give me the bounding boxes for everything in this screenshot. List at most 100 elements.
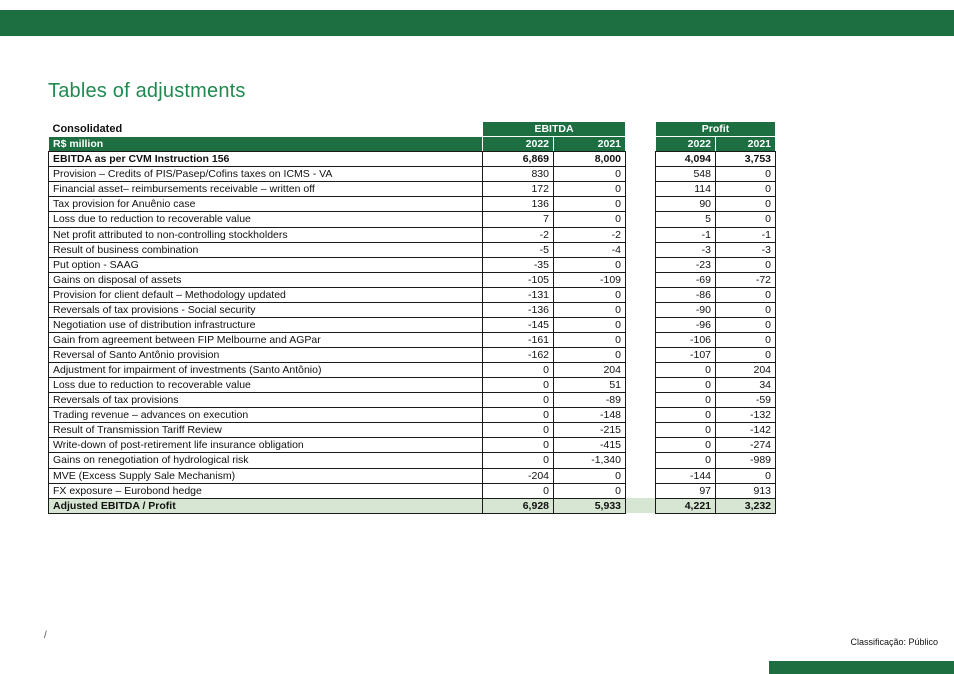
value-cell: 0 bbox=[714, 331, 777, 349]
row-label: EBITDA as per CVM Instruction 156 bbox=[48, 151, 483, 168]
table-row: Reversals of tax provisions 0 -89 0 -59 bbox=[48, 392, 777, 409]
value-cell: -204 bbox=[482, 467, 554, 484]
value-cell: 0 bbox=[553, 211, 626, 228]
value-cell: 0 bbox=[714, 316, 777, 333]
value-cell: -161 bbox=[482, 331, 554, 349]
row-label: Gains on disposal of assets bbox=[48, 271, 483, 288]
row-label: Reversals of tax provisions - Social sec… bbox=[48, 301, 483, 318]
value-cell: 0 bbox=[655, 422, 716, 439]
value-cell: 0 bbox=[482, 452, 554, 469]
profit-group-header: Profit bbox=[654, 120, 777, 138]
value-cell: -96 bbox=[655, 316, 716, 333]
column-gap bbox=[625, 407, 656, 423]
value-cell: 0 bbox=[553, 301, 626, 318]
table-row: MVE (Excess Supply Sale Mechanism) -204 0-… bbox=[48, 467, 777, 484]
footer-value-cell: 3,232 bbox=[714, 497, 777, 514]
value-cell: 0 bbox=[553, 331, 626, 349]
value-cell: 114 bbox=[655, 181, 716, 198]
value-cell: -215 bbox=[553, 422, 626, 439]
value-cell: 51 bbox=[553, 377, 626, 394]
value-cell: 0 bbox=[714, 196, 777, 213]
value-cell: -136 bbox=[482, 301, 554, 318]
value-cell: 0 bbox=[714, 467, 777, 484]
value-cell: -2 bbox=[553, 226, 626, 243]
footer-value-cell: 4,221 bbox=[655, 497, 716, 514]
column-gap bbox=[625, 452, 656, 469]
column-gap bbox=[625, 498, 656, 514]
value-cell: 0 bbox=[553, 166, 626, 183]
value-cell: 0 bbox=[482, 392, 554, 409]
value-cell: 0 bbox=[482, 377, 554, 394]
value-cell: -142 bbox=[714, 422, 777, 439]
footer-value-cell: 5,933 bbox=[553, 497, 626, 514]
value-cell: 8,000 bbox=[553, 151, 626, 168]
value-cell: 0 bbox=[714, 256, 777, 273]
value-cell: 0 bbox=[482, 437, 554, 454]
column-gap bbox=[625, 332, 656, 348]
value-cell: -1 bbox=[655, 226, 716, 243]
column-gap bbox=[625, 287, 656, 303]
value-cell: -23 bbox=[655, 256, 716, 273]
group-header-row: Consolidated EBITDA Profit bbox=[48, 120, 777, 138]
column-gap bbox=[625, 483, 656, 499]
row-label: Write-down of post-retirement life insur… bbox=[48, 437, 483, 454]
table-row: Result of Transmission Tariff Review 0 -21… bbox=[48, 422, 777, 439]
value-cell: -144 bbox=[655, 467, 716, 484]
value-cell: -107 bbox=[655, 347, 716, 364]
value-cell: 5 bbox=[655, 211, 716, 228]
table-row: Write-down of post-retirement life insur… bbox=[48, 437, 777, 454]
value-cell: -4 bbox=[553, 241, 626, 258]
row-label: MVE (Excess Supply Sale Mechanism) bbox=[48, 467, 483, 484]
column-gap bbox=[625, 136, 656, 152]
value-cell: 0 bbox=[553, 347, 626, 364]
row-label: Reversal of Santo Antônio provision bbox=[48, 347, 483, 364]
column-gap bbox=[625, 166, 656, 182]
value-cell: 136 bbox=[482, 196, 554, 213]
value-cell: 0 bbox=[714, 211, 777, 228]
top-bar bbox=[0, 10, 954, 36]
row-label: Tax provision for Anuênio case bbox=[48, 196, 483, 213]
value-cell: 0 bbox=[655, 377, 716, 394]
row-label: Financial asset– reimbursements receivab… bbox=[48, 181, 483, 198]
column-gap bbox=[625, 317, 656, 333]
row-label: Negotiation use of distribution infrastr… bbox=[48, 316, 483, 333]
value-cell: 0 bbox=[655, 392, 716, 409]
row-label: Loss due to reduction to recoverable val… bbox=[48, 211, 483, 228]
column-gap bbox=[625, 422, 656, 438]
table-row: Negotiation use of distribution infrastr… bbox=[48, 316, 777, 333]
value-cell: -1,340 bbox=[553, 452, 626, 469]
value-cell: -3 bbox=[714, 241, 777, 258]
row-label: Net profit attributed to non-controlling… bbox=[48, 226, 483, 243]
value-cell: -90 bbox=[655, 301, 716, 318]
value-cell: -2 bbox=[482, 226, 554, 243]
value-cell: -274 bbox=[714, 437, 777, 454]
value-cell: -59 bbox=[714, 392, 777, 409]
column-gap bbox=[625, 347, 656, 363]
value-cell: 0 bbox=[553, 286, 626, 303]
value-cell: 0 bbox=[553, 256, 626, 273]
profit-year-2021: 2021 bbox=[714, 136, 777, 153]
value-cell: -148 bbox=[553, 407, 626, 424]
value-cell: 0 bbox=[655, 437, 716, 454]
value-cell: -131 bbox=[482, 286, 554, 303]
table-row: Loss due to reduction to recoverable val… bbox=[48, 377, 777, 394]
column-gap bbox=[625, 227, 656, 243]
table-row: FX exposure – Eurobond hedge 0 0 97 913 bbox=[48, 482, 777, 499]
value-cell: -415 bbox=[553, 437, 626, 454]
value-cell: 0 bbox=[482, 422, 554, 439]
value-cell: 204 bbox=[553, 362, 626, 379]
bottom-bar bbox=[769, 661, 954, 674]
value-cell: -86 bbox=[655, 286, 716, 303]
value-cell: 90 bbox=[655, 196, 716, 213]
column-gap bbox=[625, 257, 656, 273]
row-label: Adjustment for impairment of investments… bbox=[48, 362, 483, 379]
value-cell: -89 bbox=[553, 392, 626, 409]
value-cell: 0 bbox=[714, 181, 777, 198]
column-gap bbox=[625, 272, 656, 288]
value-cell: 6,869 bbox=[482, 151, 554, 168]
table-row: Reversals of tax provisions - Social sec… bbox=[48, 301, 777, 318]
column-gap bbox=[625, 392, 656, 408]
value-cell: 0 bbox=[482, 407, 554, 424]
table-row: Gains on disposal of assets -105 -109 -69 -7… bbox=[48, 271, 777, 288]
